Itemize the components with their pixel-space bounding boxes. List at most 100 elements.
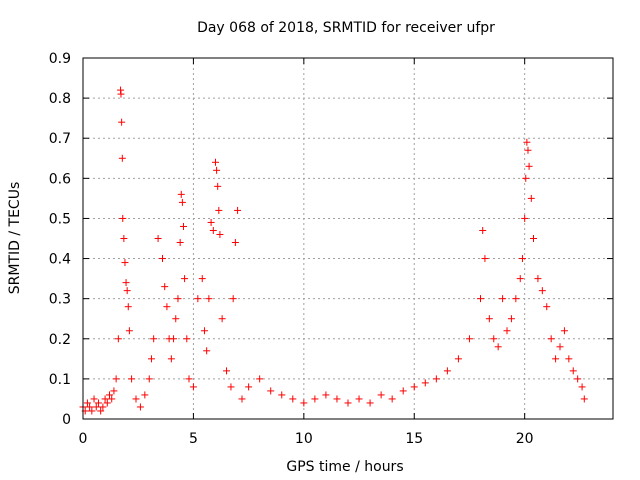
- data-point: [121, 259, 129, 267]
- data-point: [234, 206, 242, 214]
- y-tick-label: 0.9: [49, 51, 71, 67]
- data-point: [503, 327, 511, 335]
- data-point: [525, 162, 533, 170]
- data-point: [213, 166, 221, 174]
- data-point: [518, 255, 526, 263]
- data-point: [112, 375, 120, 383]
- data-point: [443, 367, 451, 375]
- data-point: [118, 154, 126, 162]
- data-point: [465, 335, 473, 343]
- data-point: [94, 399, 102, 407]
- x-tick-label: 5: [189, 431, 198, 447]
- data-point: [185, 375, 193, 383]
- data-point: [218, 315, 226, 323]
- data-point: [209, 226, 217, 234]
- data-point: [522, 174, 530, 182]
- data-point: [552, 355, 560, 363]
- data-point: [106, 391, 113, 399]
- data-point: [167, 355, 175, 363]
- data-point: [172, 315, 180, 323]
- data-point: [177, 190, 185, 198]
- data-point: [231, 239, 239, 247]
- data-point: [200, 327, 208, 335]
- data-point: [516, 275, 524, 283]
- data-point: [101, 395, 109, 403]
- data-point: [344, 399, 352, 407]
- data-point: [479, 226, 487, 234]
- data-point: [110, 387, 118, 395]
- data-point: [490, 335, 498, 343]
- data-point: [512, 295, 520, 303]
- y-tick-label: 0.1: [49, 372, 71, 388]
- data-point: [181, 275, 189, 283]
- data-point: [388, 395, 396, 403]
- data-point: [547, 335, 555, 343]
- data-point: [120, 235, 128, 242]
- data-point: [125, 327, 133, 335]
- data-point: [145, 375, 153, 383]
- data-point: [174, 295, 182, 303]
- data-point: [198, 275, 206, 283]
- data-point: [454, 355, 462, 363]
- data-point: [399, 387, 407, 395]
- data-point: [132, 395, 140, 403]
- data-point: [574, 375, 582, 383]
- data-point: [170, 335, 178, 343]
- data-point: [311, 395, 319, 403]
- data-point: [322, 391, 330, 399]
- data-point: [154, 235, 162, 242]
- x-axis-label: GPS time / hours: [286, 459, 403, 475]
- data-point: [88, 407, 96, 415]
- data-point: [245, 383, 253, 391]
- data-point: [485, 315, 493, 323]
- data-point: [256, 375, 264, 383]
- data-point: [128, 375, 136, 383]
- data-point: [214, 182, 222, 190]
- x-tick-label: 10: [295, 431, 313, 447]
- data-point: [117, 90, 125, 98]
- data-point: [203, 347, 211, 355]
- y-tick-label: 0.5: [49, 211, 71, 227]
- data-point: [355, 395, 363, 403]
- data-point: [136, 403, 144, 411]
- data-point: [178, 198, 186, 206]
- data-point: [565, 355, 573, 363]
- data-point: [481, 255, 489, 263]
- data-point: [141, 391, 149, 399]
- y-tick-label: 0.2: [49, 332, 71, 348]
- y-tick-label: 0.3: [49, 292, 71, 308]
- data-point: [410, 383, 418, 391]
- data-point: [289, 395, 297, 403]
- data-point: [530, 235, 537, 242]
- plot-frame: [82, 57, 614, 420]
- y-tick-label: 0.8: [49, 91, 71, 107]
- data-point: [147, 355, 155, 363]
- data-point: [227, 383, 235, 391]
- data-point: [176, 239, 184, 247]
- data-point: [118, 118, 126, 126]
- data-point: [333, 395, 341, 403]
- data-point: [124, 303, 132, 311]
- chart-title: Day 068 of 2018, SRMTID for receiver ufp…: [197, 20, 495, 36]
- data-point: [183, 335, 191, 343]
- data-point: [523, 138, 531, 146]
- data-point: [543, 303, 551, 311]
- data-point: [366, 399, 374, 407]
- data-point: [123, 287, 131, 295]
- x-tick-label: 15: [405, 431, 423, 447]
- y-tick-label: 0.6: [49, 171, 71, 187]
- data-point: [538, 287, 546, 295]
- data-point: [90, 395, 98, 403]
- data-point: [216, 230, 224, 238]
- data-point: [521, 214, 529, 222]
- data-point: [580, 395, 588, 403]
- data-point: [215, 206, 223, 214]
- data-point: [527, 194, 535, 202]
- x-tick-label: 20: [516, 431, 534, 447]
- data-point: [205, 295, 213, 303]
- data-point: [560, 327, 568, 335]
- data-point: [150, 335, 158, 343]
- data-point: [119, 214, 127, 222]
- data-point: [114, 335, 122, 343]
